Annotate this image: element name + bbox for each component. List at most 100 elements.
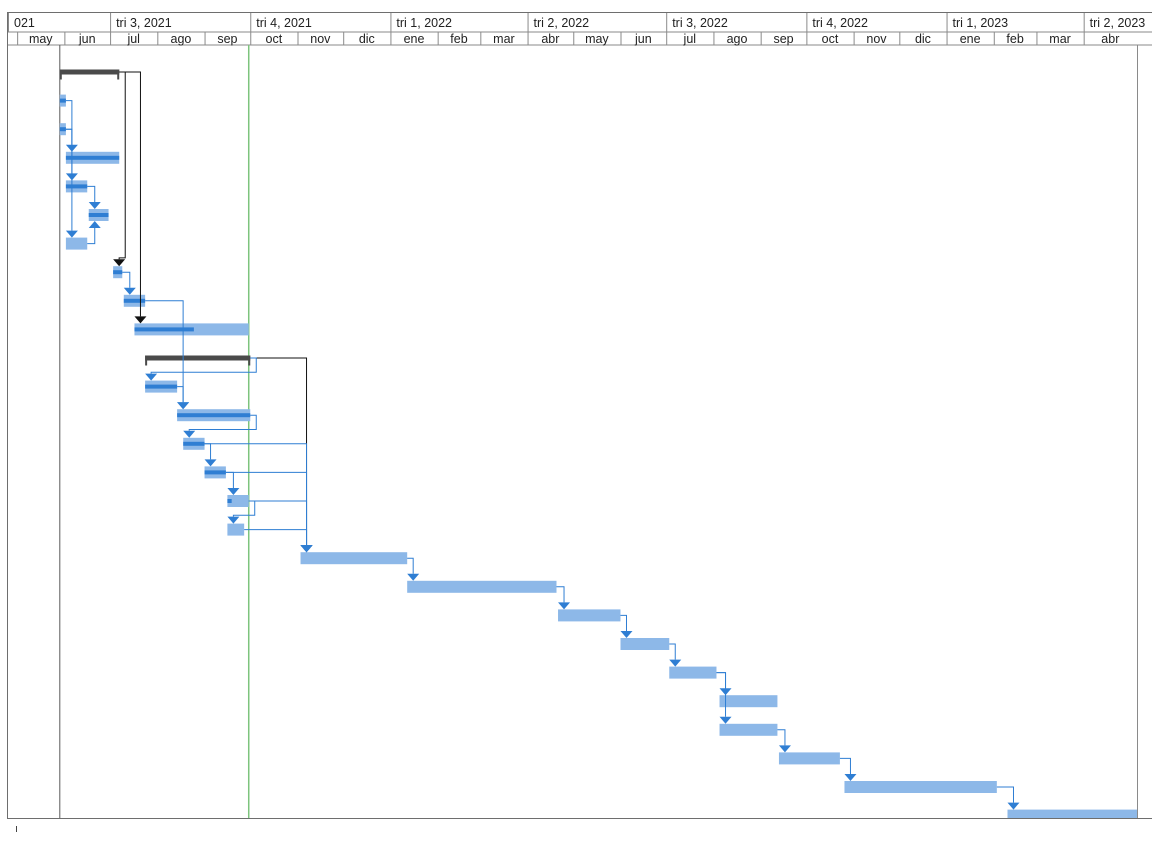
task-bar xyxy=(227,495,249,507)
task-bar xyxy=(558,609,621,622)
quarter-label: tri 2, 2022 xyxy=(534,16,590,30)
task-bar xyxy=(719,695,778,708)
dependency-arrowhead xyxy=(145,373,158,381)
month-label: dic xyxy=(915,32,931,46)
dependency-link xyxy=(145,300,184,403)
task-progress xyxy=(134,327,194,332)
task-progress xyxy=(65,184,88,189)
month-label: abr xyxy=(541,32,559,46)
quarter-label: tri 3, 2021 xyxy=(116,16,172,30)
dependency-arrowhead xyxy=(407,573,420,581)
dependency-link xyxy=(716,672,727,717)
task-bar xyxy=(669,666,717,679)
summary-end-cap xyxy=(248,355,251,366)
dependency-link xyxy=(556,586,565,603)
month-label: ago xyxy=(171,32,192,46)
month-label: ene xyxy=(404,32,425,46)
dependency-arrowhead xyxy=(719,716,732,724)
gantt-chart: 021 tri 3, 2021 tri 4, 2021 tri 1, 2022 tri … xyxy=(7,12,1152,819)
dependency-link xyxy=(188,414,257,431)
summary-bar xyxy=(59,69,120,75)
dependency-link xyxy=(225,471,234,488)
month-label: sep xyxy=(217,32,237,46)
dependency-arrowhead xyxy=(88,202,101,209)
dependency-link xyxy=(118,71,126,260)
month-label: jul xyxy=(126,32,140,46)
task-progress xyxy=(88,213,109,217)
task-progress xyxy=(59,98,66,103)
month-label: abr xyxy=(1101,32,1119,46)
task-bar xyxy=(300,552,408,565)
month-label: sep xyxy=(773,32,793,46)
dependency-link xyxy=(65,128,73,231)
task-progress xyxy=(65,155,120,160)
month-label: may xyxy=(29,32,53,46)
summary-start-cap xyxy=(59,69,62,80)
dependency-link xyxy=(777,729,786,746)
task-progress xyxy=(183,441,205,446)
task-bar xyxy=(65,237,88,250)
month-label: may xyxy=(585,32,609,46)
task-bar xyxy=(227,523,245,536)
dependency-link xyxy=(177,386,184,403)
task-bar xyxy=(407,580,557,593)
dependency-link xyxy=(669,643,676,660)
quarter-label: tri 1, 2023 xyxy=(953,16,1009,30)
task-progress xyxy=(123,298,146,303)
dependency-arrowhead xyxy=(227,488,240,495)
dependency-arrowhead xyxy=(778,745,791,753)
dependency-arrowhead xyxy=(620,631,633,638)
task-bar xyxy=(719,723,778,736)
month-label: mar xyxy=(493,32,515,46)
dependency-link xyxy=(244,529,308,546)
dependency-link xyxy=(996,786,1014,803)
dependency-link xyxy=(204,443,212,460)
month-label: nov xyxy=(310,32,331,46)
dependency-arrowhead xyxy=(177,402,190,410)
dependency-link xyxy=(716,672,727,689)
dependency-arrowhead xyxy=(113,259,126,267)
task-bar xyxy=(620,638,670,650)
dependency-link xyxy=(87,228,96,245)
dependency-link xyxy=(150,357,257,374)
month-label: jun xyxy=(634,32,652,46)
task-bar xyxy=(778,752,840,765)
dependency-link xyxy=(407,557,414,574)
task-progress xyxy=(204,470,226,475)
dependency-link xyxy=(65,100,73,145)
month-label: nov xyxy=(866,32,887,46)
quarter-label: tri 1, 2022 xyxy=(396,16,452,30)
dependency-arrowhead xyxy=(1007,802,1020,810)
task-bar xyxy=(844,781,997,793)
dependency-arrowhead xyxy=(558,602,571,610)
task-progress xyxy=(145,384,178,389)
task-bar xyxy=(1007,809,1137,818)
month-label: jun xyxy=(78,32,96,46)
month-label: ago xyxy=(727,32,748,46)
dependency-arrowhead xyxy=(88,221,101,228)
quarter-label: tri 2, 2023 xyxy=(1090,16,1146,30)
quarter-label: 021 xyxy=(14,16,35,30)
task-progress xyxy=(59,127,66,132)
task-progress xyxy=(177,413,251,418)
month-label: jul xyxy=(683,32,697,46)
month-label: feb xyxy=(1006,32,1023,46)
month-label: oct xyxy=(822,32,839,46)
dependency-link xyxy=(87,185,96,202)
dependency-link xyxy=(248,500,308,546)
dependency-link xyxy=(65,128,73,174)
month-label: feb xyxy=(450,32,467,46)
task-progress xyxy=(113,270,123,275)
dependency-arrowhead xyxy=(669,659,682,667)
dependency-arrowhead xyxy=(65,230,78,238)
task-progress xyxy=(227,499,232,503)
dependency-arrowhead xyxy=(844,774,857,781)
month-label: dic xyxy=(359,32,375,46)
dependency-link xyxy=(250,357,308,546)
dependency-link xyxy=(122,271,131,288)
dependency-arrowhead xyxy=(183,430,196,438)
month-label: ene xyxy=(960,32,981,46)
month-label: mar xyxy=(1049,32,1071,46)
dependency-arrowhead xyxy=(300,545,313,553)
dependency-arrowhead xyxy=(134,316,147,324)
